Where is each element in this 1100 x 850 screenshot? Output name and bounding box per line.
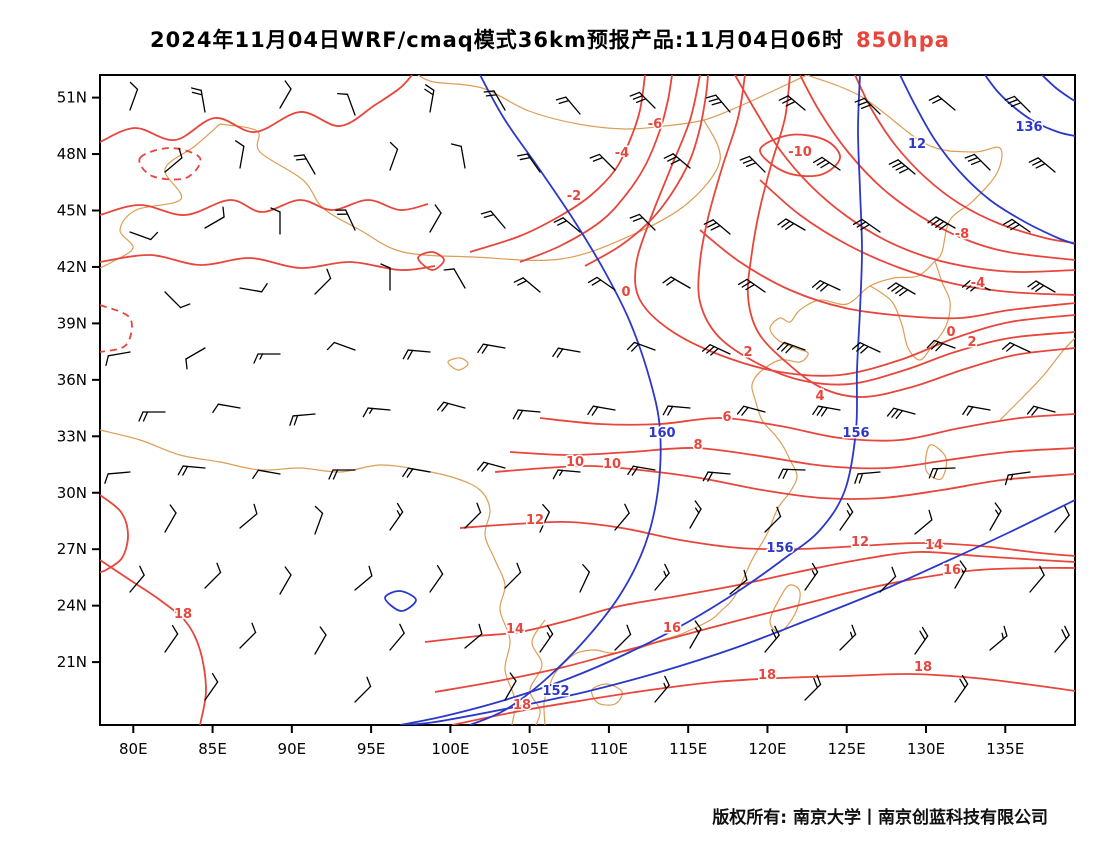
svg-text:105E: 105E <box>511 740 549 758</box>
svg-text:8: 8 <box>693 438 702 453</box>
svg-text:115E: 115E <box>669 740 707 758</box>
svg-text:0: 0 <box>621 285 630 300</box>
svg-text:130E: 130E <box>907 740 945 758</box>
copyright-text: 版权所有: 南京大学丨南京创蓝科技有限公司 <box>712 808 1048 828</box>
svg-text:-10: -10 <box>788 145 812 160</box>
svg-text:125E: 125E <box>828 740 866 758</box>
svg-text:10: 10 <box>566 455 584 470</box>
svg-text:21N: 21N <box>57 653 87 671</box>
svg-text:16: 16 <box>663 621 681 636</box>
svg-text:6: 6 <box>722 410 731 425</box>
chart-title-main: 2024年11月04日WRF/cmaq模式36km预报产品:11月04日06时 <box>150 28 844 52</box>
pressure-level-label: 850hpa <box>855 28 950 52</box>
svg-text:100E: 100E <box>431 740 469 758</box>
svg-text:95E: 95E <box>357 740 386 758</box>
svg-text:10: 10 <box>603 457 621 472</box>
svg-text:42N: 42N <box>57 258 87 276</box>
svg-text:-8: -8 <box>955 227 969 242</box>
svg-text:152: 152 <box>542 684 569 699</box>
svg-text:136: 136 <box>1015 120 1042 135</box>
svg-text:18: 18 <box>513 698 531 713</box>
svg-text:51N: 51N <box>57 89 87 107</box>
svg-text:30N: 30N <box>57 484 87 502</box>
svg-text:24N: 24N <box>57 597 87 615</box>
svg-text:90E: 90E <box>278 740 307 758</box>
svg-text:36N: 36N <box>57 371 87 389</box>
svg-text:-6: -6 <box>648 117 662 132</box>
svg-text:2: 2 <box>967 335 976 350</box>
svg-text:120E: 120E <box>748 740 786 758</box>
svg-text:2: 2 <box>743 345 752 360</box>
svg-text:135E: 135E <box>986 740 1024 758</box>
svg-text:27N: 27N <box>57 540 87 558</box>
svg-text:160: 160 <box>648 426 675 441</box>
svg-text:156: 156 <box>766 541 793 556</box>
svg-text:39N: 39N <box>57 314 87 332</box>
svg-text:-2: -2 <box>567 189 581 204</box>
svg-text:18: 18 <box>758 668 776 683</box>
svg-text:18: 18 <box>174 607 192 622</box>
svg-text:33N: 33N <box>57 427 87 445</box>
svg-text:4: 4 <box>815 389 824 404</box>
svg-text:156: 156 <box>842 426 869 441</box>
svg-text:80E: 80E <box>119 740 148 758</box>
svg-text:16: 16 <box>943 563 961 578</box>
chart-title: 2024年11月04日WRF/cmaq模式36km预报产品:11月04日06时 8… <box>0 24 1100 54</box>
svg-text:14: 14 <box>925 538 943 553</box>
svg-text:12: 12 <box>526 513 544 528</box>
svg-text:110E: 110E <box>590 740 628 758</box>
svg-text:12: 12 <box>908 137 926 152</box>
svg-text:85E: 85E <box>198 740 227 758</box>
svg-text:-4: -4 <box>971 276 985 291</box>
svg-text:0: 0 <box>946 325 955 340</box>
svg-text:18: 18 <box>914 660 932 675</box>
svg-text:48N: 48N <box>57 145 87 163</box>
svg-text:45N: 45N <box>57 202 87 220</box>
svg-text:14: 14 <box>506 622 524 637</box>
svg-text:12: 12 <box>851 535 869 550</box>
svg-text:-4: -4 <box>615 146 629 161</box>
